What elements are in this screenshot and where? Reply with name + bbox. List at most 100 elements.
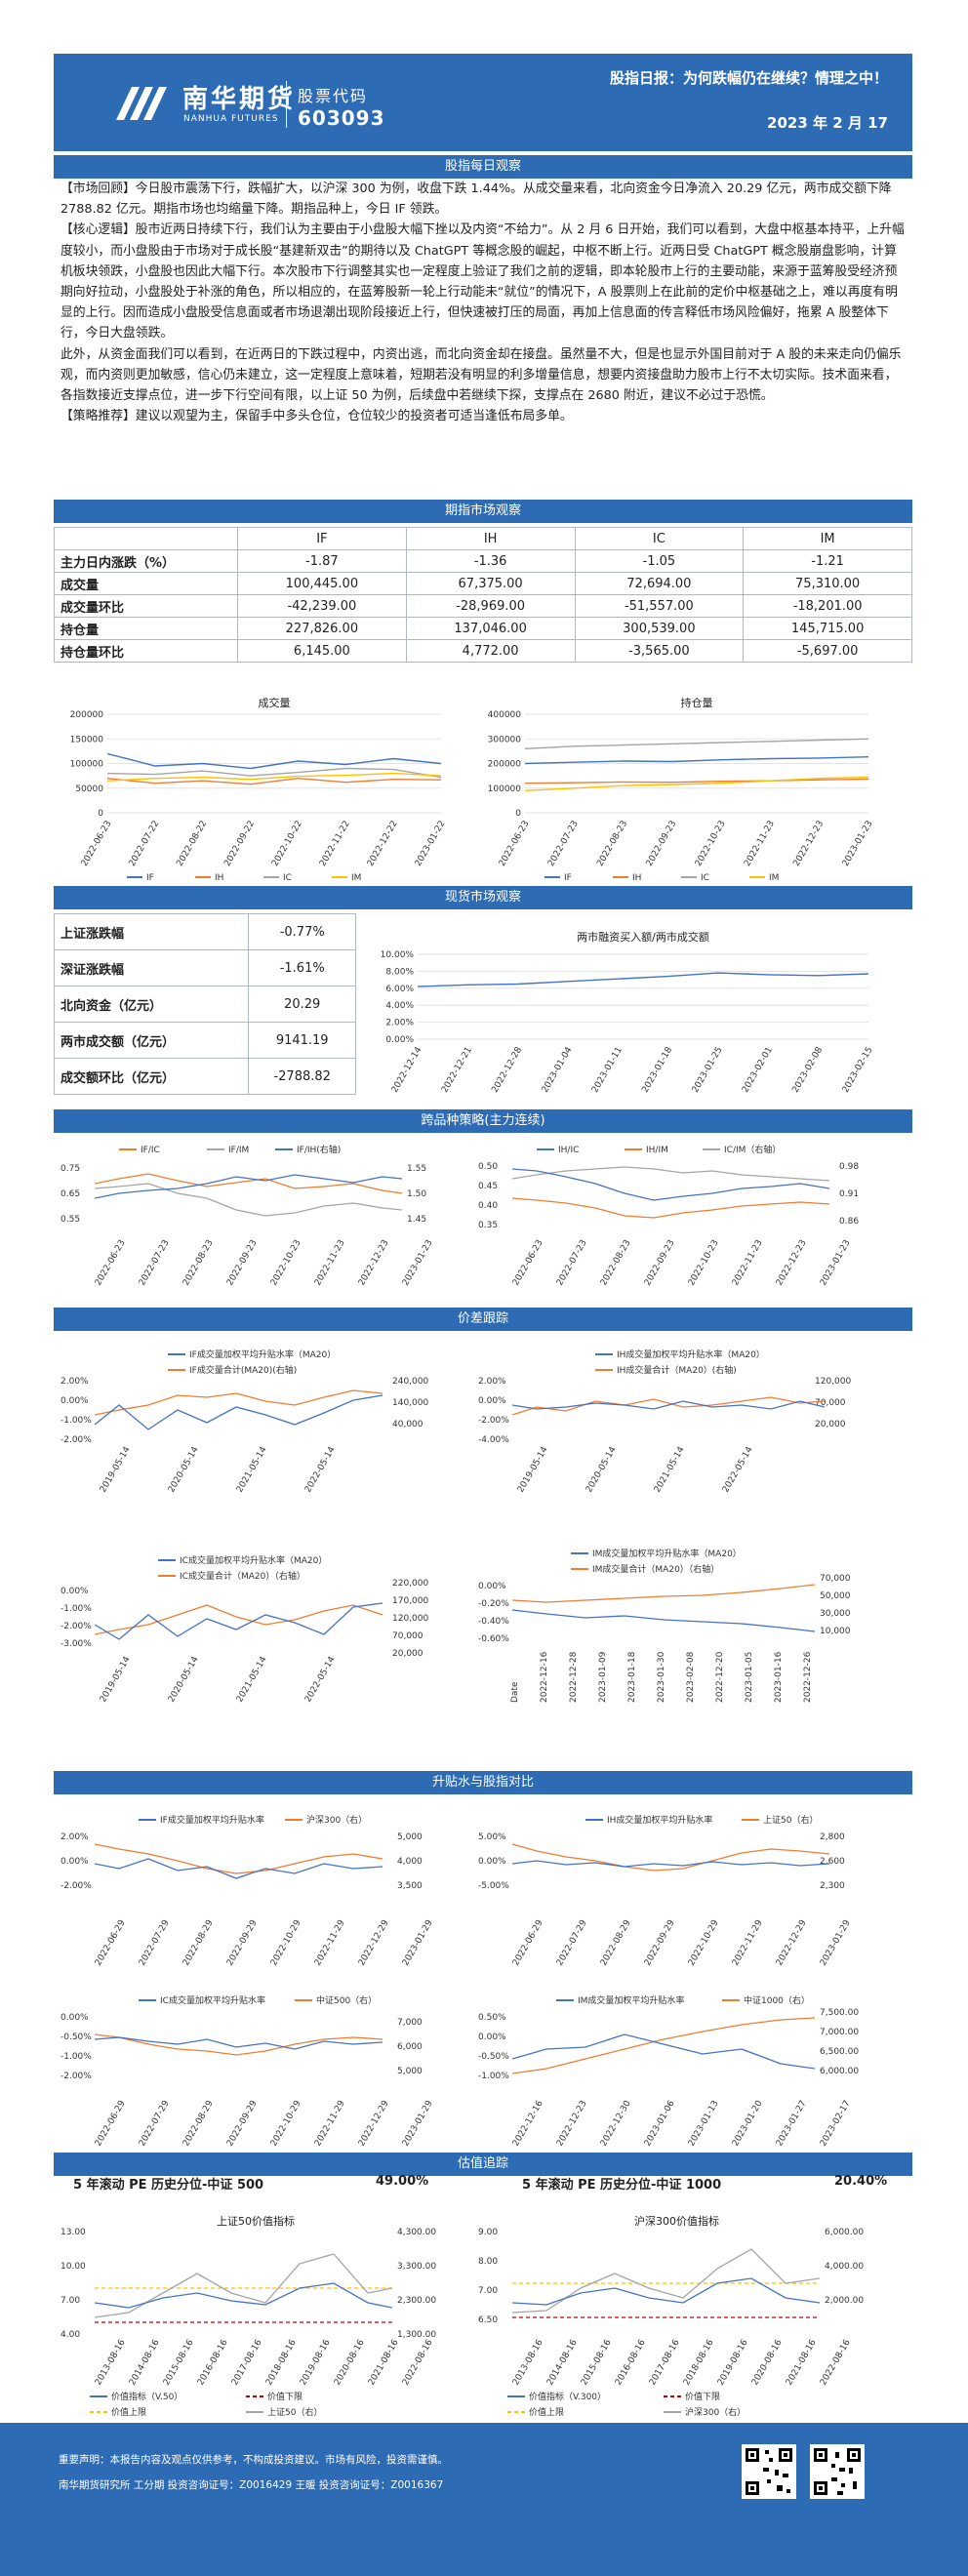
report-header: 南华期货 NANHUA FUTURES 股票代码 603093 股指日报：为何跌… — [54, 54, 912, 151]
svg-text:7.00: 7.00 — [478, 2286, 498, 2296]
svg-text:IC成交量合计（MA20）（右轴）: IC成交量合计（MA20）（右轴） — [180, 1570, 305, 1582]
svg-text:0.00%: 0.00% — [60, 1396, 89, 1406]
svg-text:-0.20%: -0.20% — [478, 1599, 509, 1609]
divider — [286, 81, 287, 128]
y-tick-label: 0 — [98, 809, 103, 819]
im-basis-vs-zz1000-chart: IM成交量加权平均升贴水率 中证1000（右） 0.50% 0.00% -0.50%… — [478, 1994, 859, 2149]
svg-text:0.00%: 0.00% — [60, 2013, 89, 2023]
svg-text:10,000: 10,000 — [820, 1627, 851, 1636]
svg-text:2022-11-23: 2022-11-23 — [313, 1238, 347, 1287]
svg-text:-2.00%: -2.00% — [60, 2072, 92, 2081]
svg-text:4.00: 4.00 — [60, 2330, 80, 2340]
svg-text:2016-08-16: 2016-08-16 — [196, 2338, 230, 2388]
header-ih: IH — [405, 527, 576, 550]
hs300-valuation-chart: 沪深300价值指标 9.00 8.00 7.00 6.50 6,000.00 4,000.… — [478, 2214, 864, 2418]
svg-text:20,000: 20,000 — [392, 1649, 424, 1659]
svg-text:2,600: 2,600 — [820, 1857, 845, 1867]
chart-title: 成交量 — [259, 696, 291, 709]
svg-text:2022-08-29: 2022-08-29 — [182, 2099, 216, 2149]
legend: IF/IC IF/IM IF/IH(右轴) — [119, 1144, 341, 1155]
svg-text:IH成交量加权平均升贴水率（MA20）: IH成交量加权平均升贴水率（MA20） — [617, 1348, 765, 1360]
series-line-ratio — [417, 972, 869, 987]
x-tick-label: 2022-11-22 — [318, 820, 352, 868]
x-tick-label: 2022-12-23 — [791, 820, 826, 868]
svg-text:2.00%: 2.00% — [60, 1377, 89, 1387]
svg-text:2023-01-23: 2023-01-23 — [819, 1238, 853, 1287]
stock-code-label: 股票代码 — [298, 87, 369, 105]
svg-text:0.75: 0.75 — [60, 1164, 80, 1174]
svg-text:价值指标（V.50）: 价值指标（V.50） — [111, 2391, 182, 2402]
paragraph-core-logic: 【核心逻辑】股市近两日持续下行，我们认为主要由于小盘股大幅下挫以及内资“不给力”… — [60, 222, 905, 342]
spread-chart-ih-ic-im: IH/IC IH/IM IC/IM（右轴） 0.50 0.45 0.40 0.35 0.… — [478, 1144, 859, 1288]
x-tick-label: 2023-01-18 — [640, 1045, 674, 1095]
legend: IH成交量加权平均升贴水率 上证50（右） — [585, 1814, 818, 1826]
y-tick-label: 100000 — [70, 760, 104, 770]
svg-text:-4.00%: -4.00% — [478, 1435, 509, 1445]
legend: 价值指标（V.300） 价值下限 价值上限 沪深300（右） — [507, 2391, 746, 2418]
svg-text:0.00%: 0.00% — [60, 1587, 89, 1596]
svg-text:2023-01-29: 2023-01-29 — [401, 2099, 435, 2149]
svg-text:2022-12-29: 2022-12-29 — [357, 2099, 391, 2149]
svg-text:-2.00%: -2.00% — [60, 1622, 92, 1631]
svg-text:IF/IH(右轴): IF/IH(右轴) — [297, 1144, 341, 1155]
svg-text:2022-12-29: 2022-12-29 — [775, 1918, 809, 1968]
section-valuation: 估值追踪 — [54, 2153, 912, 2176]
svg-text:-1.00%: -1.00% — [60, 1604, 92, 1614]
svg-text:220,000: 220,000 — [392, 1579, 428, 1589]
svg-text:2023-01-05: 2023-01-05 — [745, 1652, 754, 1703]
svg-text:2022-12-23: 2022-12-23 — [775, 1238, 809, 1287]
x-tick-label: 2022-06-23 — [80, 820, 114, 868]
svg-text:7,000: 7,000 — [397, 2018, 423, 2028]
x-tick-label: 2022-10-22 — [270, 820, 304, 868]
table-row: 成交量环比 -42,239.00 -28,969.00 -51,557.00 -18,2… — [54, 594, 912, 618]
table-row: 成交量 100,445.00 67,375.00 72,694.00 75,310.00 — [54, 572, 912, 595]
svg-text:IF/IC: IF/IC — [141, 1146, 160, 1155]
svg-text:2023-01-09: 2023-01-09 — [598, 1651, 608, 1703]
svg-text:13.00: 13.00 — [60, 2228, 86, 2237]
series-line-if — [524, 756, 869, 765]
svg-text:2,300.00: 2,300.00 — [397, 2296, 436, 2306]
qr-code-icon — [810, 2444, 865, 2499]
svg-text:-0.60%: -0.60% — [478, 1634, 509, 1644]
svg-text:2021-08-16: 2021-08-16 — [367, 2338, 401, 2388]
header-ic: IC — [574, 527, 745, 550]
svg-text:IH/IC: IH/IC — [558, 1146, 579, 1155]
ic-basis-vs-zz500-chart: IC成交量加权平均升贴水率 中证500（右） 0.00% -0.50% -1.00%… — [60, 1994, 435, 2149]
x-tick-label: 2023-02-08 — [790, 1045, 825, 1095]
svg-text:5,000: 5,000 — [397, 2067, 423, 2076]
svg-text:2022-11-23: 2022-11-23 — [731, 1238, 765, 1287]
x-tick-label: 2022-07-22 — [128, 820, 162, 868]
y-tick-label: 200000 — [70, 710, 104, 720]
svg-text:2020-05-14: 2020-05-14 — [167, 1445, 201, 1495]
footer-disclaimer: 重要声明：本报告内容及观点仅供参考，不构成投资建议。市场有风险，投资需谨慎。 — [59, 2454, 448, 2466]
svg-text:10.00: 10.00 — [60, 2262, 86, 2272]
svg-text:2022-09-29: 2022-09-29 — [643, 1918, 677, 1968]
x-tick-label: 2023-01-04 — [541, 1045, 575, 1095]
svg-text:Date: Date — [510, 1681, 520, 1703]
svg-text:2020-08-16: 2020-08-16 — [333, 2338, 367, 2388]
brand-name: 南华期货 — [182, 85, 297, 114]
commentary: 【市场回顾】今日股市震荡下行，跌幅扩大，以沪深 300 为例，收盘下跌 1.44… — [60, 179, 906, 426]
svg-text:2019-05-14: 2019-05-14 — [99, 1445, 133, 1495]
svg-text:2019-05-14: 2019-05-14 — [99, 1655, 133, 1705]
x-tick-label: 2022-09-23 — [645, 820, 679, 868]
table-row: 成交额环比（亿元） -2788.82 — [53, 1058, 356, 1095]
svg-text:2022-10-23: 2022-10-23 — [687, 1238, 721, 1287]
svg-text:2021-05-14: 2021-05-14 — [235, 1445, 269, 1495]
svg-text:2015-08-16: 2015-08-16 — [162, 2338, 196, 2388]
pe-left-label: 5 年滚动 PE 历史分位-中证 500 — [73, 2178, 264, 2193]
svg-text:2018-08-16: 2018-08-16 — [682, 2338, 716, 2388]
legend-label: IF — [146, 873, 154, 883]
svg-text:IF成交量加权平均升贴水率: IF成交量加权平均升贴水率 — [160, 1814, 264, 1826]
svg-text:2022-05-14: 2022-05-14 — [303, 1445, 338, 1495]
svg-text:2022-12-23: 2022-12-23 — [555, 2099, 589, 2148]
svg-text:价值上限: 价值上限 — [529, 2406, 564, 2418]
svg-text:IC成交量加权平均升贴水率（MA20）: IC成交量加权平均升贴水率（MA20） — [180, 1554, 327, 1566]
y-tick-label: 10.00% — [381, 950, 415, 960]
paragraph-strategy: 【策略推荐】建议以观望为主，保留手中多头仓位，仓位较少的投资者可适当逢低布局多单… — [60, 409, 573, 424]
svg-text:0.86: 0.86 — [839, 1217, 859, 1227]
svg-text:2023-02-17: 2023-02-17 — [819, 2099, 853, 2148]
brand-name-en: NANHUA FUTURES — [183, 114, 279, 124]
futures-table: IF IH IC IM 主力日内涨跌（%） -1.87 -1.36 -1.05 -1.2… — [54, 527, 912, 663]
ih-volume-basis-chart: IH成交量加权平均升贴水率（MA20） IH成交量合计（MA20）(右轴) 2.… — [478, 1348, 851, 1495]
